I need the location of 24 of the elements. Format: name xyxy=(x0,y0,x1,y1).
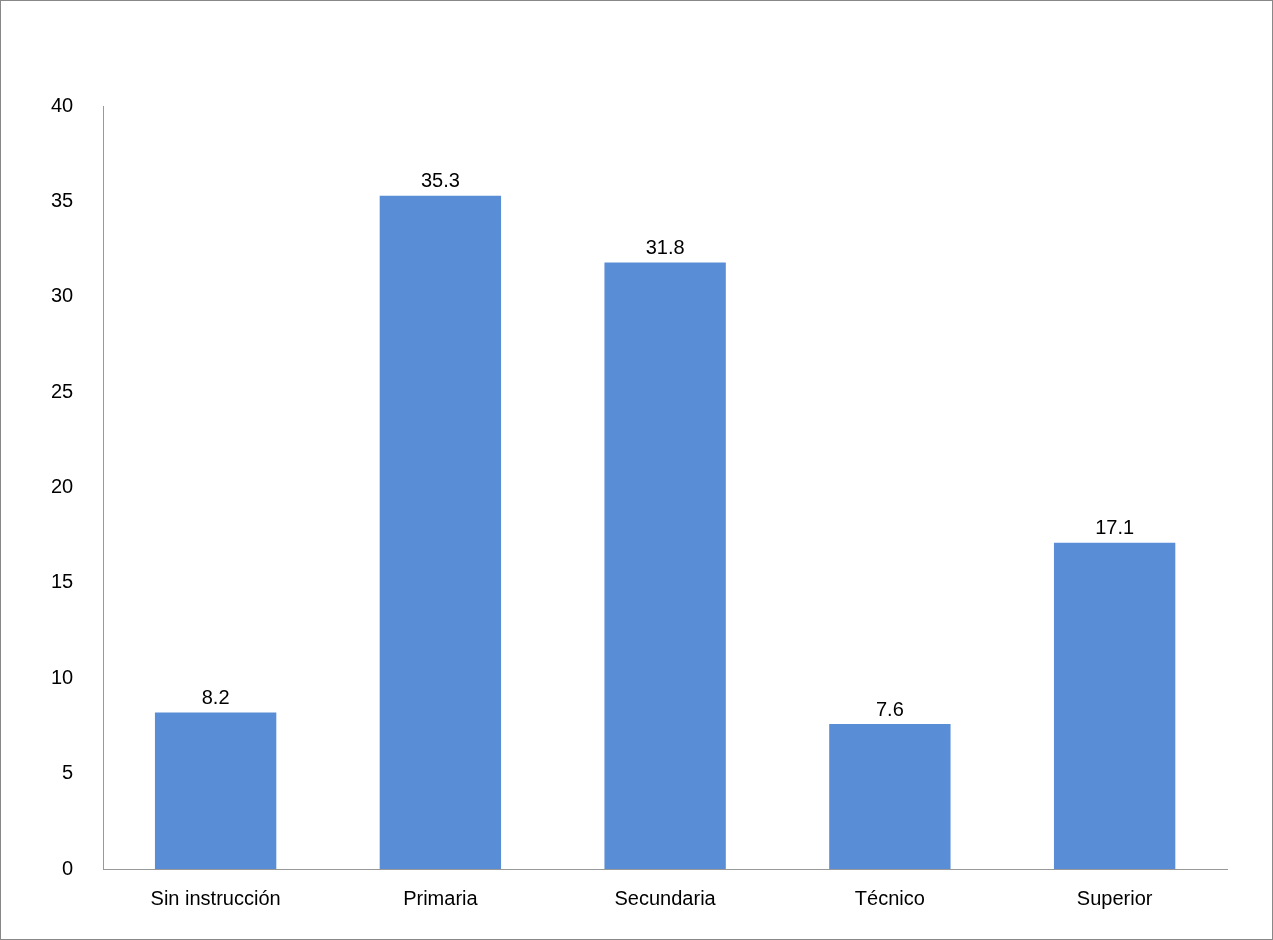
y-tick-label: 10 xyxy=(51,665,74,688)
x-tick-label: Técnico xyxy=(854,886,925,909)
data-label: 8.2 xyxy=(201,686,230,709)
y-tick-label: 25 xyxy=(51,379,74,402)
y-tick-label: 15 xyxy=(51,570,74,593)
y-tick-label: 40 xyxy=(51,93,74,116)
bar xyxy=(1053,542,1176,869)
y-tick-label: 0 xyxy=(62,856,74,879)
y-tick-label: 30 xyxy=(51,284,74,307)
data-label: 7.6 xyxy=(875,697,904,720)
bar xyxy=(604,262,726,869)
data-label: 17.1 xyxy=(1095,516,1135,539)
y-tick-label: 35 xyxy=(51,188,74,211)
bar xyxy=(829,724,951,869)
y-tick-label: 5 xyxy=(62,761,74,784)
x-tick-label: Secundaria xyxy=(614,886,717,909)
bar xyxy=(154,712,277,869)
bar xyxy=(379,195,502,869)
x-tick-label: Superior xyxy=(1076,886,1153,909)
x-tick-label: Sin instrucción xyxy=(150,886,281,909)
x-tick-label: Primaria xyxy=(403,886,479,909)
y-tick-label: 20 xyxy=(51,475,74,498)
data-label: 35.3 xyxy=(420,169,460,192)
data-label: 31.8 xyxy=(645,235,685,258)
